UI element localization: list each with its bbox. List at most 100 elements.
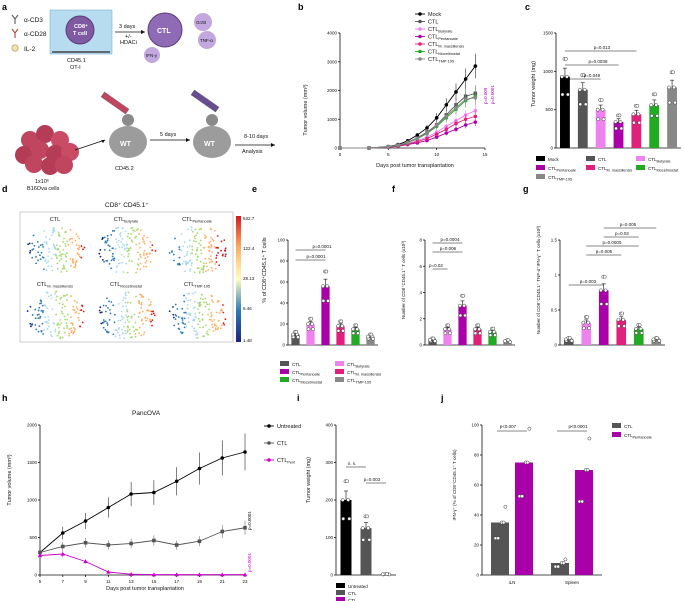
tsne-cell-dot: [27, 243, 30, 246]
b-point: [405, 140, 410, 145]
tsne-title: CD8⁺ CD45.1⁺: [105, 202, 149, 209]
f-data-point: [458, 313, 463, 318]
cd8-t-cell: [65, 15, 95, 45]
tsne-cell-dot: [217, 252, 220, 254]
e-data-point: [296, 335, 300, 339]
chart-c-pval-1: p=0.013: [594, 45, 611, 50]
j-legend-swatch: [612, 432, 621, 437]
chart-e-legend: CTL CTLButyrate CTLPentanoate CTLM. massili…: [280, 361, 381, 385]
tsne-cell-dot: [108, 262, 111, 265]
chart-g-pval-2: p=0.02: [615, 231, 629, 236]
b-point: [473, 114, 478, 119]
tsne-cell-dot: [191, 252, 194, 255]
f-data-point: [473, 327, 477, 332]
tsne-cell-dot: [71, 241, 74, 244]
tsne-cell-dot: [99, 311, 102, 314]
tsne-cell-dot: [61, 227, 63, 230]
tsne-cell-dot: [54, 253, 57, 256]
tsne-cell-dot: [104, 320, 107, 323]
tsne-cell-dot: [80, 256, 83, 259]
c-data-point: [564, 57, 568, 61]
tsne-cell-dot: [181, 321, 184, 324]
tsne-cell-dot: [220, 324, 223, 327]
arrow1-drug: HDACi: [120, 40, 137, 46]
tsne-cell-dot: [121, 332, 124, 334]
tsne-cell-dot: [125, 262, 128, 265]
tsne-cell-dot: [138, 242, 141, 245]
tsne-cell-dot: [139, 256, 142, 258]
c-data-point: [581, 73, 586, 77]
tsne-cell-dot: [139, 253, 142, 256]
tsne-cell-dot: [60, 253, 62, 256]
tsne-cell-dot: [40, 330, 43, 333]
tsne-cell-dot: [202, 262, 205, 265]
tsne-cell-dot: [70, 264, 72, 267]
tsne-cell-dot: [122, 305, 124, 308]
i-data-point: [366, 526, 371, 530]
ctl-cell: [147, 12, 183, 48]
panel-letter-i: i: [297, 393, 300, 403]
c-bar: [577, 89, 588, 148]
tsne-cell-dot: [136, 267, 139, 270]
tsne-cell-dot: [142, 333, 145, 336]
tsne-cell-dot: [180, 249, 183, 252]
c-data-point: [566, 92, 570, 97]
tsne-tile-label: CTLMocetinostat: [110, 282, 143, 289]
tsne-cell-dot: [210, 311, 212, 314]
f-data-point: [476, 323, 481, 328]
tsne-cell-dot: [113, 257, 116, 260]
e-legend-swatch: [335, 377, 344, 382]
tsne-cell-dot: [42, 246, 44, 248]
c-data-point: [578, 102, 583, 107]
tsne-cell-dot: [119, 337, 121, 339]
tsne-cell-dot: [180, 317, 183, 320]
tsne-cell-dot: [208, 303, 211, 306]
tsne-cell-dot: [135, 271, 137, 274]
tsne-cell-dot: [76, 235, 79, 238]
tsne-cell-dot: [210, 243, 213, 246]
b-legend-label: CTLPentanoate: [428, 35, 458, 42]
chart-j-y-tick-label: 100: [471, 423, 479, 428]
tsne-cell-dot: [172, 316, 175, 319]
tsne-cell-dot: [64, 242, 67, 245]
tsne-cell-dot: [133, 313, 136, 316]
tsne-cell-dot: [137, 315, 140, 318]
tsne-cell-dot: [130, 315, 133, 318]
tsne-cell-dot: [127, 291, 130, 294]
chart-j-data-point: [580, 499, 585, 504]
tsne-cell-dot: [143, 254, 145, 256]
tsne-cell-dot: [123, 255, 125, 258]
tsne-cell-dot: [150, 313, 153, 316]
c-legend-swatch: [586, 165, 595, 170]
tsne-cell-dot: [214, 267, 217, 270]
h-x-tick-label: 21: [220, 579, 226, 584]
i-data-point: [361, 538, 366, 542]
tsne-cell-dot: [190, 262, 193, 264]
tsne-cell-dot: [126, 331, 129, 333]
g-data-point: [582, 326, 586, 331]
chart-i-pval-1: n. s.: [348, 461, 357, 466]
panel-letter-f: f: [392, 184, 396, 194]
tsne-cell-dot: [151, 244, 154, 247]
tsne-cell-dot: [213, 245, 216, 248]
tsne-cell-dot: [82, 310, 85, 313]
tsne-cell-dot: [139, 229, 142, 232]
i-data-point: [380, 572, 385, 577]
chart-g-pval-3: p=0.0005: [603, 240, 622, 245]
g-data-point: [655, 336, 660, 340]
e-data-point: [306, 327, 311, 332]
tsne-cell-dot: [63, 331, 66, 334]
tsne-cell-dot: [55, 313, 57, 316]
tsne-cell-dot: [120, 315, 123, 318]
tsne-cell-dot: [64, 318, 67, 321]
tsne-cell-dot: [60, 255, 62, 257]
tsne-cell-dot: [76, 252, 79, 255]
donor-sublabel: OT-I: [70, 65, 81, 71]
tsne-cell-dot: [79, 325, 82, 328]
b-point: [463, 123, 468, 127]
i-legend-swatch: [336, 597, 345, 601]
tsne-cell-dot: [55, 290, 57, 293]
b-point: [425, 131, 429, 135]
g-data-point: [634, 327, 638, 331]
